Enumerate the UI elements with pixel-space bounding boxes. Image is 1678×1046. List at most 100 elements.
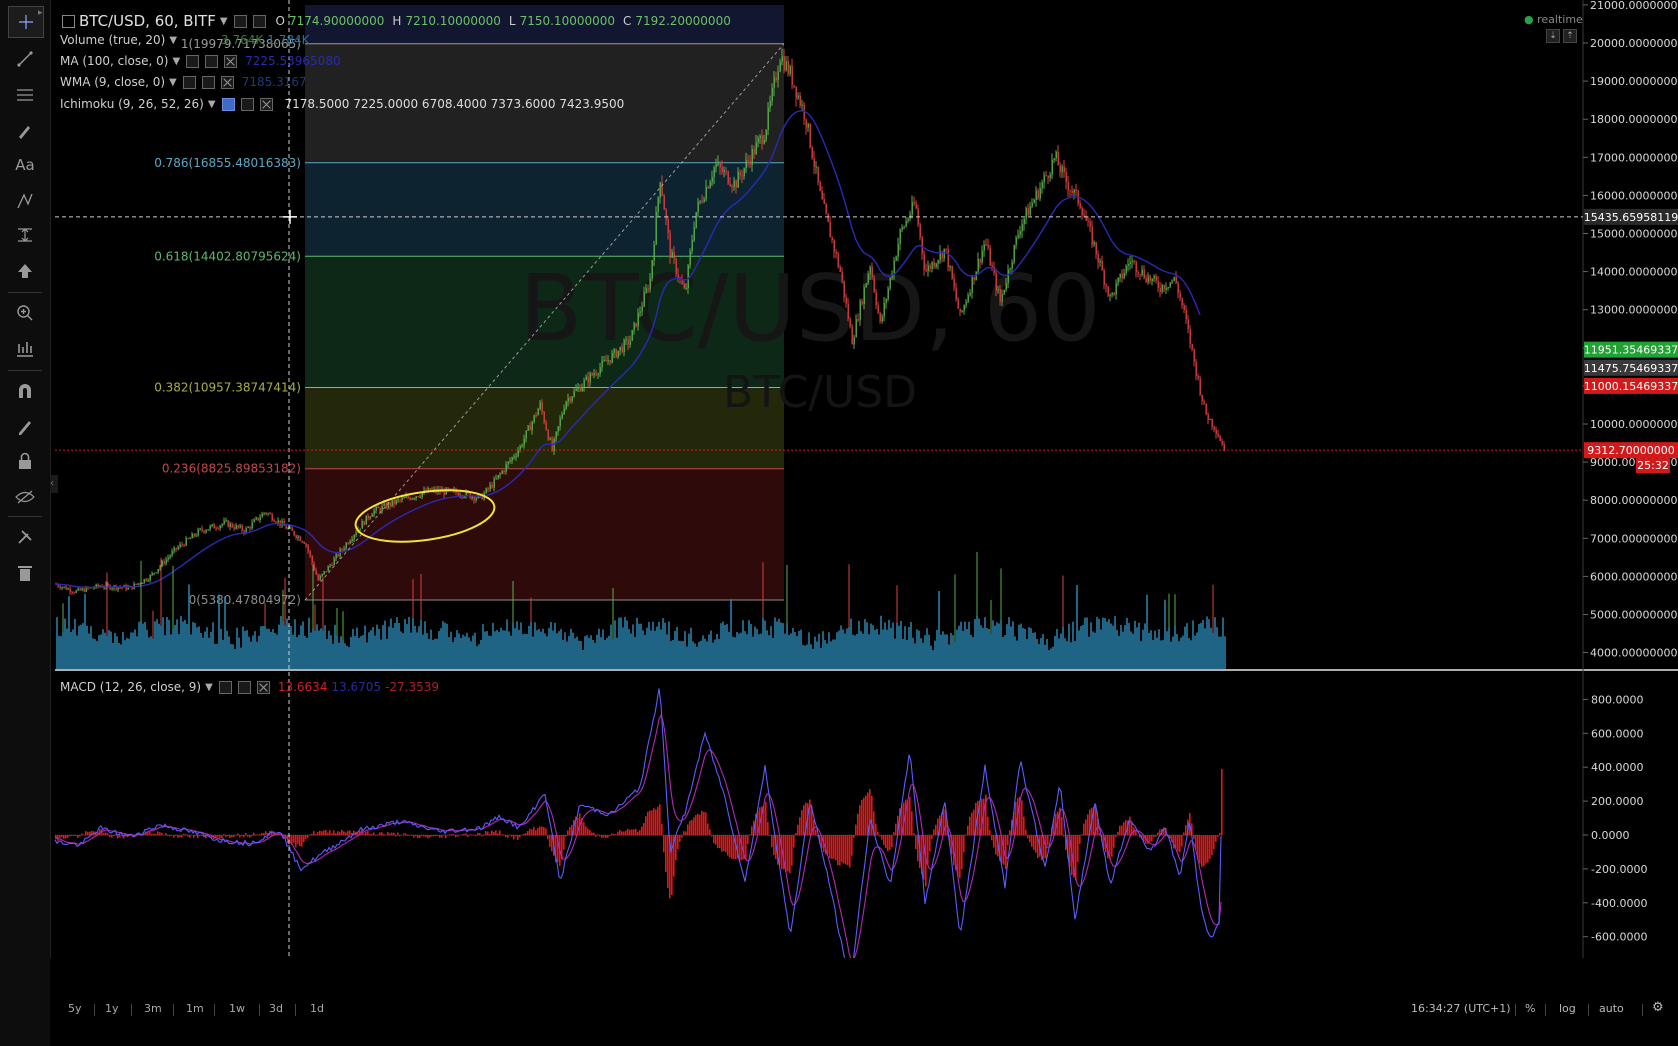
macd-histogram-bar: [225, 835, 227, 838]
timeframe-1y[interactable]: 1y: [105, 1002, 119, 1015]
chevron-down-icon[interactable]: ▼: [207, 98, 216, 110]
magnet-icon[interactable]: [8, 376, 42, 406]
chevron-down-icon[interactable]: ▼: [169, 34, 178, 46]
trend-line-tool-icon[interactable]: [8, 44, 42, 74]
volume-bar: [1094, 632, 1096, 669]
log-toggle[interactable]: log: [1559, 1002, 1576, 1015]
volume-bar: [456, 630, 458, 669]
candle-body: [565, 401, 567, 409]
collapse-legend-icon[interactable]: [62, 14, 75, 28]
gear-icon[interactable]: ⚙: [1652, 1000, 1664, 1015]
volume-bar: [318, 630, 320, 669]
volume-bar: [844, 633, 846, 669]
price-tick-label: 4000.00000000: [1590, 647, 1677, 660]
volume-bar: [218, 594, 220, 669]
volume-bar: [652, 621, 654, 669]
candle-body: [77, 588, 79, 591]
chevron-down-icon[interactable]: ▼: [205, 681, 213, 693]
price-badge-label: 11000.15469337: [1584, 380, 1678, 393]
measure-tool-icon[interactable]: [8, 220, 42, 250]
volume-bar: [834, 639, 836, 669]
eye-icon[interactable]: [218, 680, 232, 694]
collapse-toolbar-icon[interactable]: ‹: [50, 475, 58, 493]
crosshair-tool-icon[interactable]: [8, 6, 44, 38]
candle-body: [285, 525, 287, 529]
hide-drawings-icon[interactable]: [8, 482, 42, 512]
volume-bar: [958, 625, 960, 669]
candle-body: [1013, 245, 1015, 263]
timeframe-1w[interactable]: 1w: [229, 1002, 245, 1015]
candle-body: [745, 160, 747, 169]
timeframe-1d[interactable]: 1d: [310, 1002, 324, 1015]
candle-body: [191, 533, 193, 539]
close-icon[interactable]: [256, 680, 270, 694]
ichimoku-label[interactable]: Ichimoku (9, 26, 52, 26): [60, 97, 204, 111]
candle-body: [171, 551, 173, 556]
horizontal-lines-tool-icon[interactable]: [8, 80, 42, 110]
timeframe-3m[interactable]: 3m: [144, 1002, 162, 1015]
candle-body: [569, 398, 571, 402]
candle-body: [1097, 254, 1099, 263]
ma-label[interactable]: MA (100, close, 0): [60, 54, 169, 68]
macd-histogram-bar: [655, 809, 657, 836]
gear-icon[interactable]: [240, 97, 254, 111]
symbol-title[interactable]: BTC/USD, 60, BITF: [79, 12, 216, 30]
close-icon[interactable]: [220, 75, 234, 89]
chevron-down-icon[interactable]: ▼: [169, 76, 177, 88]
macd-histogram-bar: [247, 835, 249, 837]
gear-icon[interactable]: [201, 75, 215, 89]
eye-icon[interactable]: [221, 97, 235, 111]
volume-bar: [496, 630, 498, 669]
macd-histogram-bar: [865, 795, 867, 836]
trash-icon[interactable]: [8, 558, 42, 588]
scroll-down-icon[interactable]: ⇣: [1546, 29, 1560, 43]
candle-body: [1131, 260, 1133, 263]
pattern-tool-icon[interactable]: [8, 186, 42, 216]
clock[interactable]: 16:34:27 (UTC+1): [1411, 1002, 1511, 1015]
expand-arrow-icon[interactable]: ▸: [38, 8, 43, 18]
macd-label[interactable]: MACD (12, 26, close, 9): [60, 680, 202, 694]
measure-ruler-icon[interactable]: [8, 334, 42, 364]
lock-icon[interactable]: [8, 446, 42, 476]
volume-bar: [558, 631, 560, 669]
percent-toggle[interactable]: %: [1525, 1002, 1536, 1015]
volume-bar: [1134, 620, 1136, 669]
gear-icon[interactable]: [237, 680, 251, 694]
macd-histogram-bar: [245, 832, 247, 836]
wma-label[interactable]: WMA (9, close, 0): [60, 75, 166, 89]
settings-tools-icon[interactable]: [8, 522, 42, 552]
eye-icon[interactable]: [233, 14, 247, 28]
volume-bar: [662, 618, 664, 669]
macd-histogram-bar: [249, 835, 251, 838]
close-icon[interactable]: [224, 54, 238, 68]
macd-histogram-bar: [707, 823, 709, 836]
scroll-up-icon[interactable]: ⇡: [1563, 29, 1577, 43]
chevron-down-icon[interactable]: ▼: [172, 55, 181, 67]
gear-icon[interactable]: [205, 54, 219, 68]
zoom-icon[interactable]: [8, 298, 42, 328]
stay-in-drawing-mode-icon[interactable]: [8, 412, 42, 442]
text-tool-icon[interactable]: Aa: [15, 156, 35, 174]
close-icon[interactable]: [259, 97, 273, 111]
gear-icon[interactable]: [252, 14, 266, 28]
auto-toggle[interactable]: auto: [1599, 1002, 1624, 1015]
candle-body: [1213, 426, 1215, 430]
macd-histogram-bar: [783, 835, 785, 870]
candle-body: [925, 269, 927, 272]
volume-bar: [602, 629, 604, 669]
eye-icon[interactable]: [182, 75, 196, 89]
arrow-up-tool-icon[interactable]: [8, 256, 42, 286]
timeframe-3d[interactable]: 3d: [269, 1002, 283, 1015]
candle-body: [291, 527, 293, 532]
timeframe-5y[interactable]: 5y: [68, 1002, 82, 1015]
eye-icon[interactable]: [186, 54, 200, 68]
volume-bar: [276, 634, 278, 669]
macd-histogram-bar: [257, 834, 259, 836]
volume-label[interactable]: Volume (true, 20): [60, 33, 166, 47]
candle-body: [293, 531, 295, 536]
brush-tool-icon[interactable]: [8, 116, 42, 146]
candle-body: [853, 337, 855, 345]
timeframe-1m[interactable]: 1m: [186, 1002, 204, 1015]
chevron-down-icon[interactable]: ▼: [219, 15, 228, 27]
